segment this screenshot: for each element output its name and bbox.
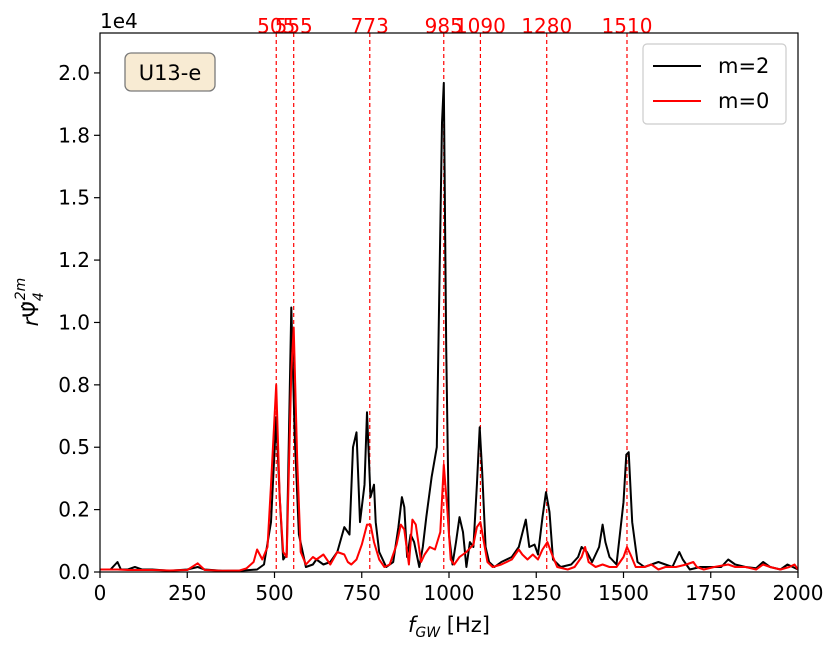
legend: m=2 m=0 [642,43,787,125]
x-tick-label: 1750 [685,581,736,605]
x-tick-label: 1000 [424,581,475,605]
y-offset-text: 1e4 [100,9,138,33]
series-lines [100,81,798,572]
y-tick-label: 1.5 [58,186,90,210]
y-tick-label: 0.0 [58,560,90,584]
y-tick-label: 1.2 [58,248,90,272]
annotation-box: U13-e [124,52,216,92]
svg-text:rΨ̂42m: rΨ̂42m [13,278,47,327]
annotation-text: U13-e [139,61,202,85]
legend-label-m0: m=0 [718,89,769,113]
y-axis-ticks: 0.0 0.2 0.5 0.8 1.0 1.2 1.5 1.8 2.0 [58,61,100,584]
y-tick-label: 0.2 [58,498,90,522]
x-tick-label: 1500 [598,581,649,605]
x-tick-label: 750 [343,581,381,605]
y-tick-label: 2.0 [58,61,90,85]
y-axis-label: rΨ̂42m [13,278,47,327]
y-tick-label: 0.5 [58,435,90,459]
x-tick-label: 1250 [511,581,562,605]
y-tick-label: 1.8 [58,123,90,147]
legend-label-m2: m=2 [718,54,769,78]
x-axis-ticks: 0 250 500 750 1000 1250 1500 1750 2000 [94,572,824,605]
x-axis-label: fGW [Hz] [408,613,490,641]
legend-frame [642,43,787,125]
y-tick-label: 0.8 [58,373,90,397]
x-tick-label: 2000 [773,581,824,605]
series-line-m0 [100,326,798,572]
x-tick-label: 0 [94,581,107,605]
x-tick-label: 500 [255,581,293,605]
x-tick-label: 250 [168,581,206,605]
y-tick-label: 1.0 [58,310,90,334]
